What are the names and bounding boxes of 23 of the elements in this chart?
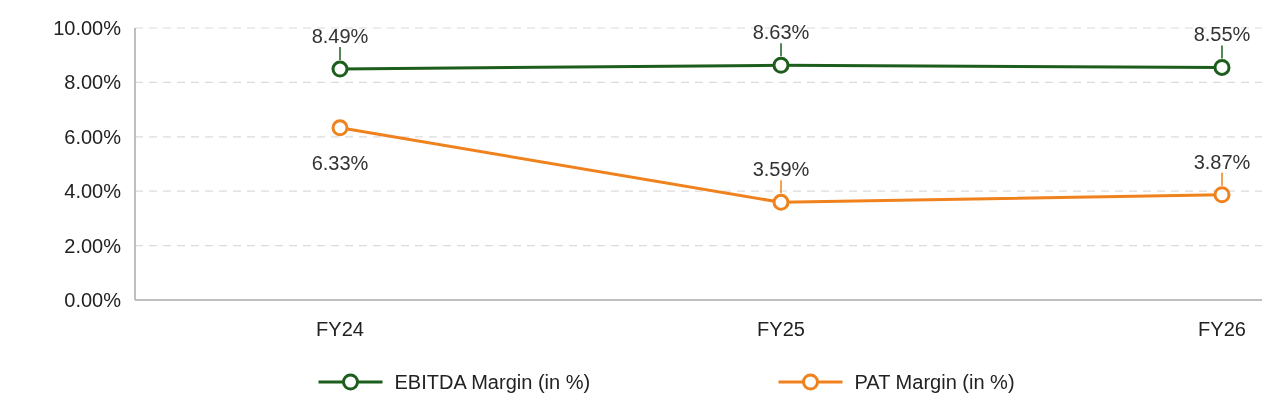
point (331, 60, 349, 78)
y-tick-label: 10.00% (53, 17, 122, 39)
legend-label: PAT Margin (in %) (854, 371, 1015, 393)
point (772, 56, 790, 74)
x-tick-label: FY25 (757, 318, 805, 340)
data-label: 8.55% (1193, 23, 1251, 46)
x-tick-label: FY26 (1198, 318, 1246, 340)
point (772, 193, 790, 211)
y-tick-label: 0.00% (64, 289, 122, 311)
y-tick-label: 8.00% (64, 71, 122, 94)
point (331, 119, 349, 137)
x-tick-label: FY24 (316, 318, 364, 340)
point (1213, 186, 1231, 204)
data-label: 3.59% (752, 158, 810, 181)
data-label: 8.49% (311, 25, 369, 48)
y-tick-label: 6.00% (64, 125, 122, 148)
y-tick-label: 2.00% (64, 234, 122, 257)
point (1213, 58, 1231, 76)
y-tick-label: 4.00% (64, 180, 122, 203)
data-label: 3.87% (1193, 150, 1251, 173)
legend-label: EBITDA Margin (in %) (394, 371, 591, 393)
data-label: 8.63% (752, 21, 810, 44)
data-label: 6.33% (311, 151, 369, 174)
